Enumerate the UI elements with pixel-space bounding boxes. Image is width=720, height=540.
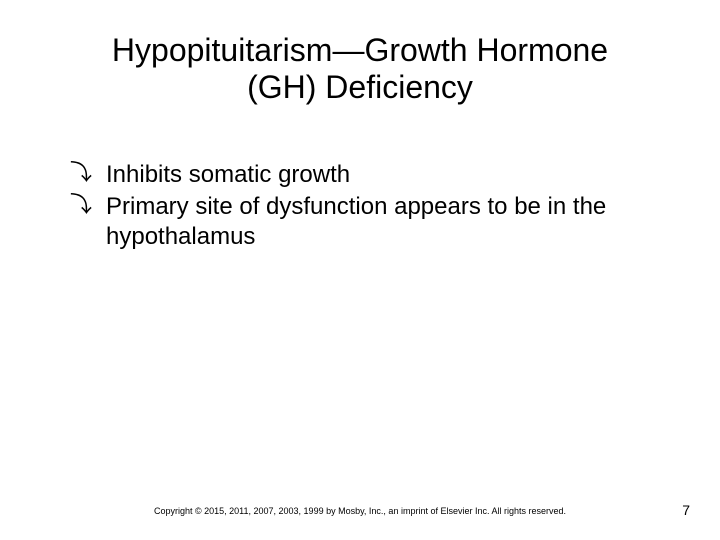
bullet-text: Primary site of dysfunction appears to b… [106, 192, 670, 252]
copyright-text: Copyright © 2015, 2011, 2007, 2003, 1999… [0, 506, 720, 516]
title-line-2: (GH) Deficiency [247, 69, 473, 105]
bullet-marker-icon: ⤵ [70, 192, 92, 218]
title-line-1: Hypopituitarism—Growth Hormone [112, 32, 608, 68]
list-item: ⤵ Inhibits somatic growth [70, 160, 670, 190]
slide-title: Hypopituitarism—Growth Hormone (GH) Defi… [0, 32, 720, 106]
bullet-text: Inhibits somatic growth [106, 160, 350, 190]
slide-body: ⤵ Inhibits somatic growth ⤵ Primary site… [70, 160, 670, 254]
page-number: 7 [682, 502, 690, 518]
slide: Hypopituitarism—Growth Hormone (GH) Defi… [0, 0, 720, 540]
list-item: ⤵ Primary site of dysfunction appears to… [70, 192, 670, 252]
bullet-marker-icon: ⤵ [70, 160, 92, 186]
